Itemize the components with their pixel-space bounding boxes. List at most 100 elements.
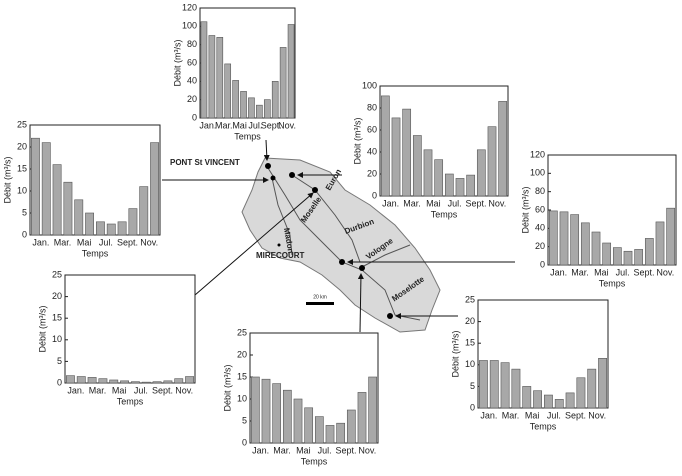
x-tick-label: Mai [426,198,441,208]
bar [498,101,508,197]
y-tick-label: 60 [187,57,197,67]
station [270,175,276,181]
bar [368,376,378,444]
map-label: PONT St VINCENT [170,158,240,167]
station [265,163,271,169]
arrow [194,192,314,296]
x-axis-label: Temps [117,396,144,406]
y-tick-label: 5 [57,356,62,366]
bar [587,368,597,409]
bar [240,91,247,119]
bar [117,221,127,236]
y-tick-label: 20 [52,291,62,301]
bar [623,250,633,266]
y-tick-label: 100 [530,168,545,178]
scale-bar [306,302,334,305]
station [339,259,345,265]
bar [279,47,287,119]
bar [224,63,232,119]
x-tick-label: Jan. [550,267,567,277]
x-tick-label: Mai [525,410,540,420]
arrow [263,139,270,161]
map-label: MIRECOURT [256,251,305,260]
bar [612,247,622,266]
x-axis-label: Temps [530,421,557,431]
y-tick-label: 5 [22,207,27,217]
bar [185,376,194,384]
bar [52,164,62,236]
bar [511,368,521,409]
x-tick-label: Jul. [448,198,462,208]
bar [598,358,608,409]
y-tick-label: 25 [237,327,247,337]
bar [602,242,612,266]
y-tick-label: 40 [367,146,377,156]
y-tick-label: 5 [242,415,247,425]
bar [570,214,580,266]
station [312,187,318,193]
bar [152,381,162,384]
bar [591,231,601,266]
x-tick-label: Jul. [248,120,262,130]
x-tick-label: Jul. [547,410,561,420]
x-axis-label: Temps [431,209,458,219]
y-tick-label: 0 [372,190,377,200]
bar [256,104,263,119]
y-tick-label: 15 [465,338,475,348]
y-tick-label: 20 [367,168,377,178]
x-tick-label: Nov. [656,267,674,277]
bar [109,379,119,384]
bar [576,377,586,409]
x-tick-label: Sept. [335,445,356,455]
x-tick-label: Mar. [54,237,72,247]
bar [85,212,95,236]
y-axis-label: Débit (m³/s) [352,117,362,164]
bar [325,425,335,444]
y-axis-label: Débit (m³/s) [450,330,460,377]
bar [232,80,239,119]
x-tick-label: Nov. [140,237,158,247]
bar [106,223,116,236]
y-tick-label: 20 [535,241,545,251]
bar [287,24,295,119]
map-label: Madon [282,227,295,254]
y-tick-label: 80 [367,102,377,112]
x-tick-label: Mar. [403,198,421,208]
bar [200,21,208,119]
bar [565,392,575,409]
y-tick-label: 0 [22,229,27,239]
y-tick-label: 0 [242,437,247,447]
y-tick-label: 0 [470,402,475,412]
y-tick-label: 40 [187,76,197,86]
bar [98,378,108,384]
y-tick-label: 0 [192,112,197,122]
y-tick-label: 100 [182,21,197,31]
town [277,243,281,247]
station [387,313,393,319]
x-tick-label: Jul. [616,267,630,277]
x-tick-label: Nov. [175,385,193,395]
bar [66,375,75,384]
x-tick-label: Mai [232,120,247,130]
bar [271,81,279,119]
plot-frame [29,124,161,236]
y-tick-label: 10 [465,359,475,369]
bar [391,117,401,197]
x-tick-label: Jul. [99,237,113,247]
plot-frame [249,332,379,444]
bar [423,149,433,197]
bar [41,142,51,236]
y-tick-label: 25 [17,119,27,129]
bar [96,221,105,236]
x-axis-label: Temps [82,248,109,258]
y-tick-label: 120 [530,149,545,159]
x-tick-label: Jan. [252,445,269,455]
x-tick-label: Mai [594,267,609,277]
y-tick-label: 80 [187,39,197,49]
y-tick-label: 15 [17,163,27,173]
y-tick-label: 20 [465,316,475,326]
x-tick-label: Jul. [134,385,148,395]
x-axis-label: Temps [599,278,626,288]
bar [216,37,224,119]
